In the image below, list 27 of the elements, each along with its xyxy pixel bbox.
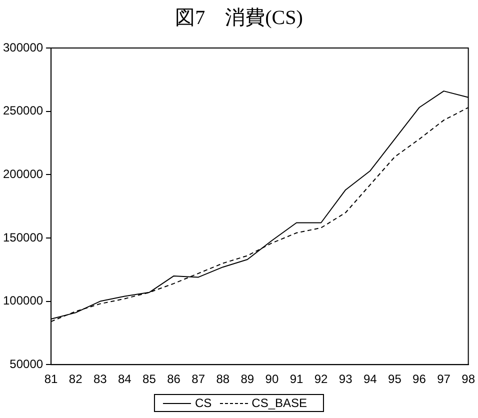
x-tick-label: 86 xyxy=(167,372,181,386)
y-tick-label: 200000 xyxy=(2,166,44,181)
chart-title: 図7 消費(CS) xyxy=(174,6,304,31)
x-tick-label: 94 xyxy=(363,372,378,386)
x-tick-label: 97 xyxy=(437,372,451,386)
y-tick-label: 100000 xyxy=(2,294,44,308)
x-tick-label: 85 xyxy=(142,372,156,386)
x-tick-label: 88 xyxy=(216,372,230,386)
legend-label: CS_BASE xyxy=(250,396,308,410)
y-tick-label: 300000 xyxy=(2,40,44,54)
x-tick-label: 93 xyxy=(338,372,353,386)
x-tick-label: 89 xyxy=(240,372,254,386)
x-tick-label: 82 xyxy=(68,372,83,386)
x-tick-label: 81 xyxy=(44,372,58,386)
x-tick-label: 83 xyxy=(93,372,108,386)
y-tick-label: 250000 xyxy=(2,104,44,118)
y-tick-label: 50000 xyxy=(10,356,44,371)
x-tick-label: 95 xyxy=(388,372,402,386)
legend-label: CS xyxy=(194,396,212,410)
x-tick-label: 98 xyxy=(462,372,476,386)
x-tick-label: 96 xyxy=(412,372,426,386)
y-tick-label: 150000 xyxy=(2,230,44,244)
x-tick-label: 92 xyxy=(314,372,328,386)
x-tick-label: 84 xyxy=(118,372,132,386)
x-tick-label: 87 xyxy=(192,372,206,386)
x-tick-label: 91 xyxy=(290,372,304,386)
x-tick-label: 90 xyxy=(265,372,279,386)
